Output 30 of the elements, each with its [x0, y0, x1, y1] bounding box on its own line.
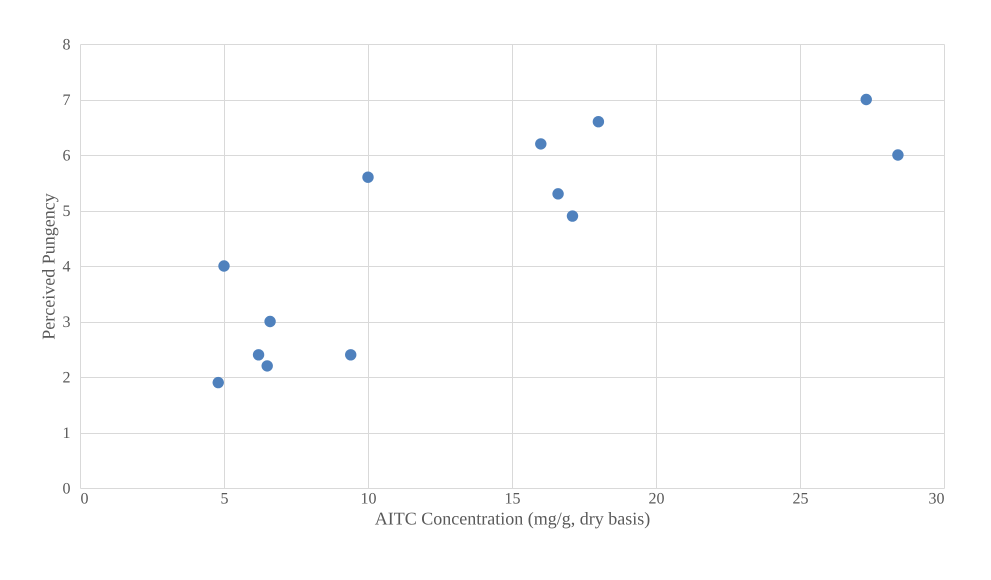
- y-tick-label: 2: [62, 370, 70, 386]
- x-tick-label: 0: [80, 490, 88, 508]
- point: [264, 316, 276, 328]
- y-tick-label: 4: [62, 258, 70, 276]
- y-tick-label: 6: [62, 148, 70, 164]
- point: [218, 260, 230, 272]
- y-tick-label: 5: [62, 203, 70, 220]
- point: [592, 116, 604, 128]
- point: [362, 172, 374, 183]
- point: [535, 138, 546, 150]
- point: [860, 94, 872, 106]
- x-tick-label: 5: [220, 490, 228, 508]
- y-tick-label: 7: [62, 92, 70, 109]
- point: [345, 349, 356, 360]
- x-tick-label: 25: [792, 490, 808, 508]
- y-axis-title: Perceived Pungency: [38, 193, 58, 340]
- y-tick-label: 3: [62, 314, 70, 331]
- x-tick-label: 30: [928, 490, 944, 508]
- x-axis-title: AITC Concentration (mg/g, dry basis): [374, 508, 650, 528]
- point: [892, 149, 904, 161]
- point: [252, 349, 264, 360]
- x-tick-label: 10: [360, 490, 376, 508]
- y-tick-label: 1: [62, 425, 70, 442]
- point: [552, 188, 564, 200]
- point: [262, 360, 273, 372]
- point: [212, 376, 224, 388]
- x-tick-label: 15: [504, 490, 520, 508]
- y-tick-label: 8: [62, 36, 70, 54]
- point: [566, 210, 578, 222]
- x-tick-label: 20: [648, 490, 664, 508]
